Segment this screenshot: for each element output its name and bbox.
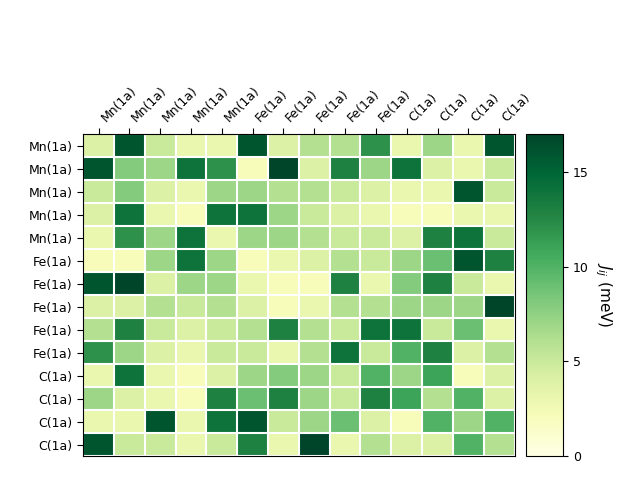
Y-axis label: $J_{ij}$ (meV): $J_{ij}$ (meV) [593,263,614,328]
